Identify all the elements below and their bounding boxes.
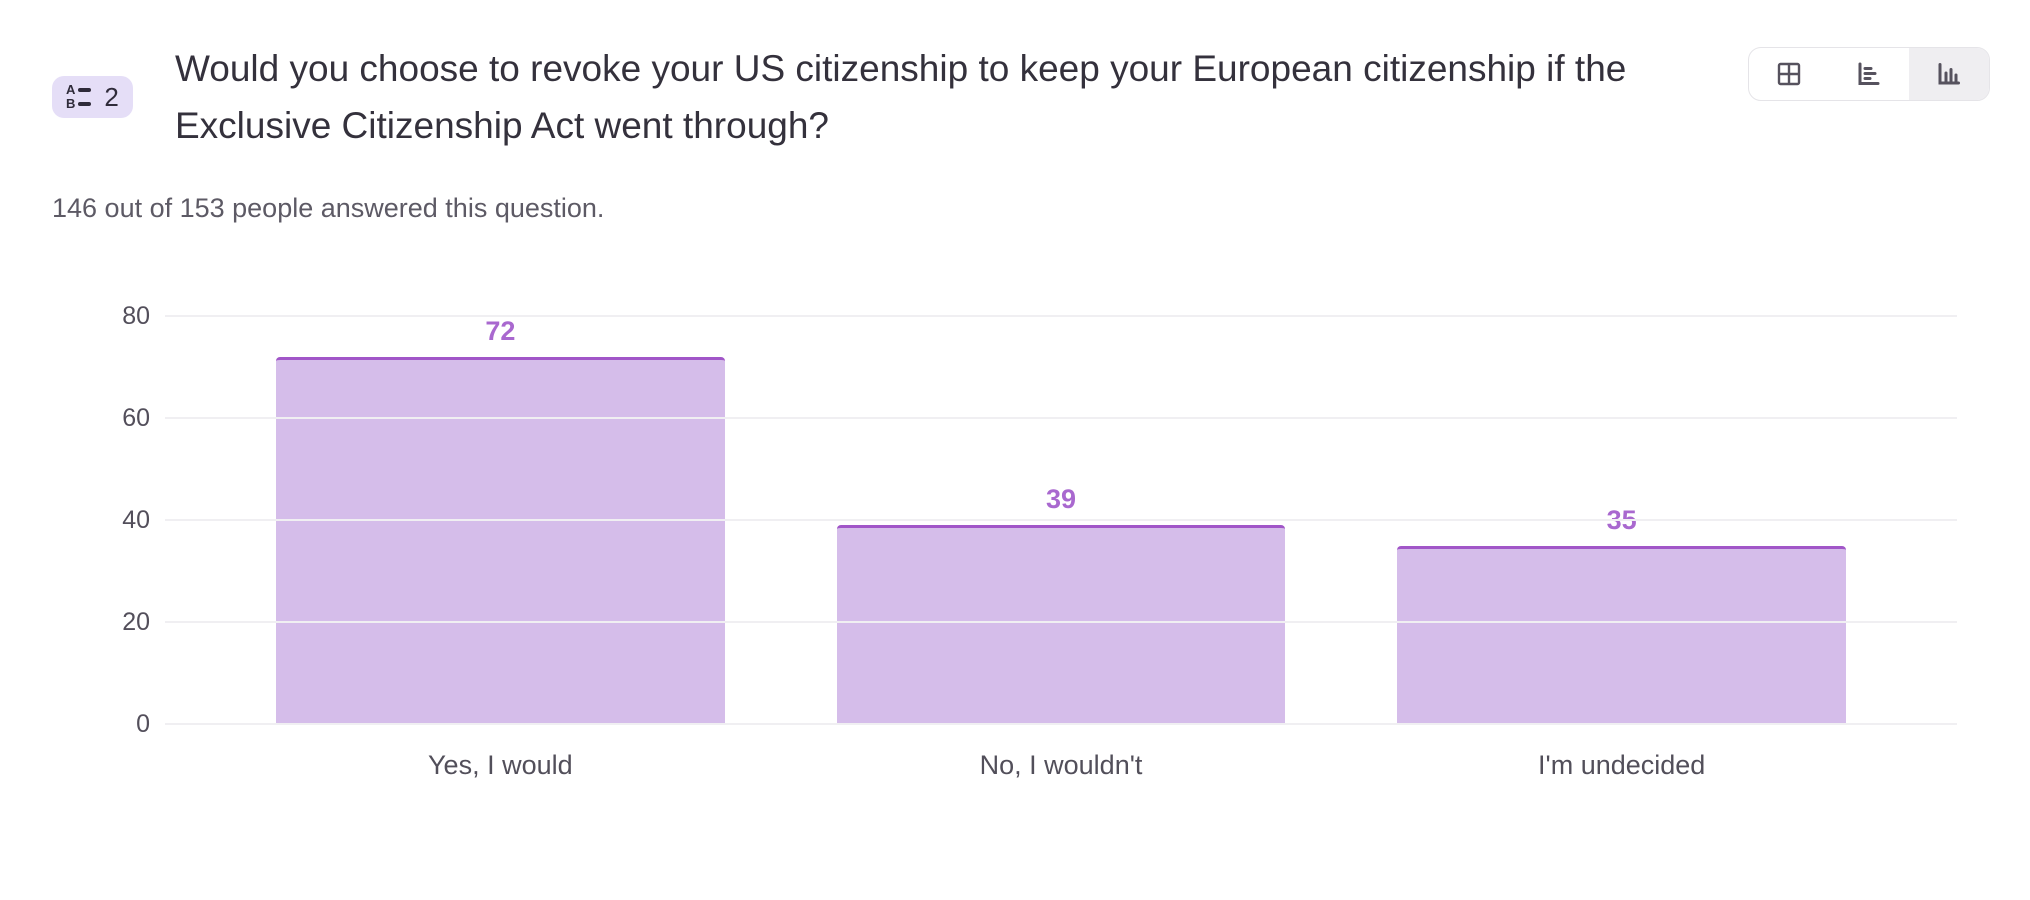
chart-slot: 35 I'm undecided: [1341, 316, 1902, 780]
bar-3[interactable]: [1397, 545, 1846, 724]
question-title: Would you choose to revoke your US citiz…: [175, 48, 1627, 146]
question-number: 2: [104, 81, 119, 112]
chart-slot: 39 No, I wouldn't: [781, 316, 1342, 780]
choice-a-letter: A: [66, 82, 76, 97]
bar-1[interactable]: [276, 356, 725, 724]
choice-a-dash: [78, 88, 92, 92]
bar-chart: 72 Yes, I would 39 No, I wouldn't 35 I'm unde…: [0, 300, 2030, 820]
bar-chart-vertical-icon: [1938, 63, 1960, 85]
gridline-y-20: [165, 621, 1957, 623]
vertical-bar-view-button[interactable]: [1909, 48, 1989, 100]
gridline-y-60: [165, 417, 1957, 419]
view-toggle-group: [1748, 47, 1990, 101]
horizontal-bar-view-button[interactable]: [1829, 48, 1909, 100]
question-badge: A B 2: [52, 76, 133, 118]
x-axis-label: No, I wouldn't: [979, 750, 1143, 780]
gridline-y-80: [165, 315, 1957, 317]
table-grid-icon: [1777, 62, 1801, 86]
y-axis-tick-20: 20: [122, 608, 150, 636]
y-axis-tick-80: 80: [122, 302, 150, 330]
table-view-button[interactable]: [1749, 48, 1829, 100]
bar-chart-horizontal-icon: [1858, 62, 1880, 85]
response-count-text: 146 out of 153 people answered this ques…: [52, 193, 605, 223]
choice-question-icon: A B: [66, 82, 92, 111]
gridline-y-0: [165, 723, 1957, 725]
x-axis-label: Yes, I would: [428, 750, 573, 780]
bar-value-label: 39: [1045, 484, 1077, 515]
y-axis-tick-0: 0: [136, 710, 150, 738]
bar-value-label: 72: [485, 315, 516, 346]
choice-b-letter: B: [66, 96, 76, 111]
x-axis-label: I'm undecided: [1538, 750, 1706, 780]
y-axis-tick-40: 40: [122, 506, 150, 534]
gridline-y-40: [165, 519, 1957, 521]
y-axis-tick-60: 60: [122, 404, 150, 432]
choice-b-dash: [78, 102, 92, 106]
bar-2[interactable]: [836, 525, 1286, 724]
